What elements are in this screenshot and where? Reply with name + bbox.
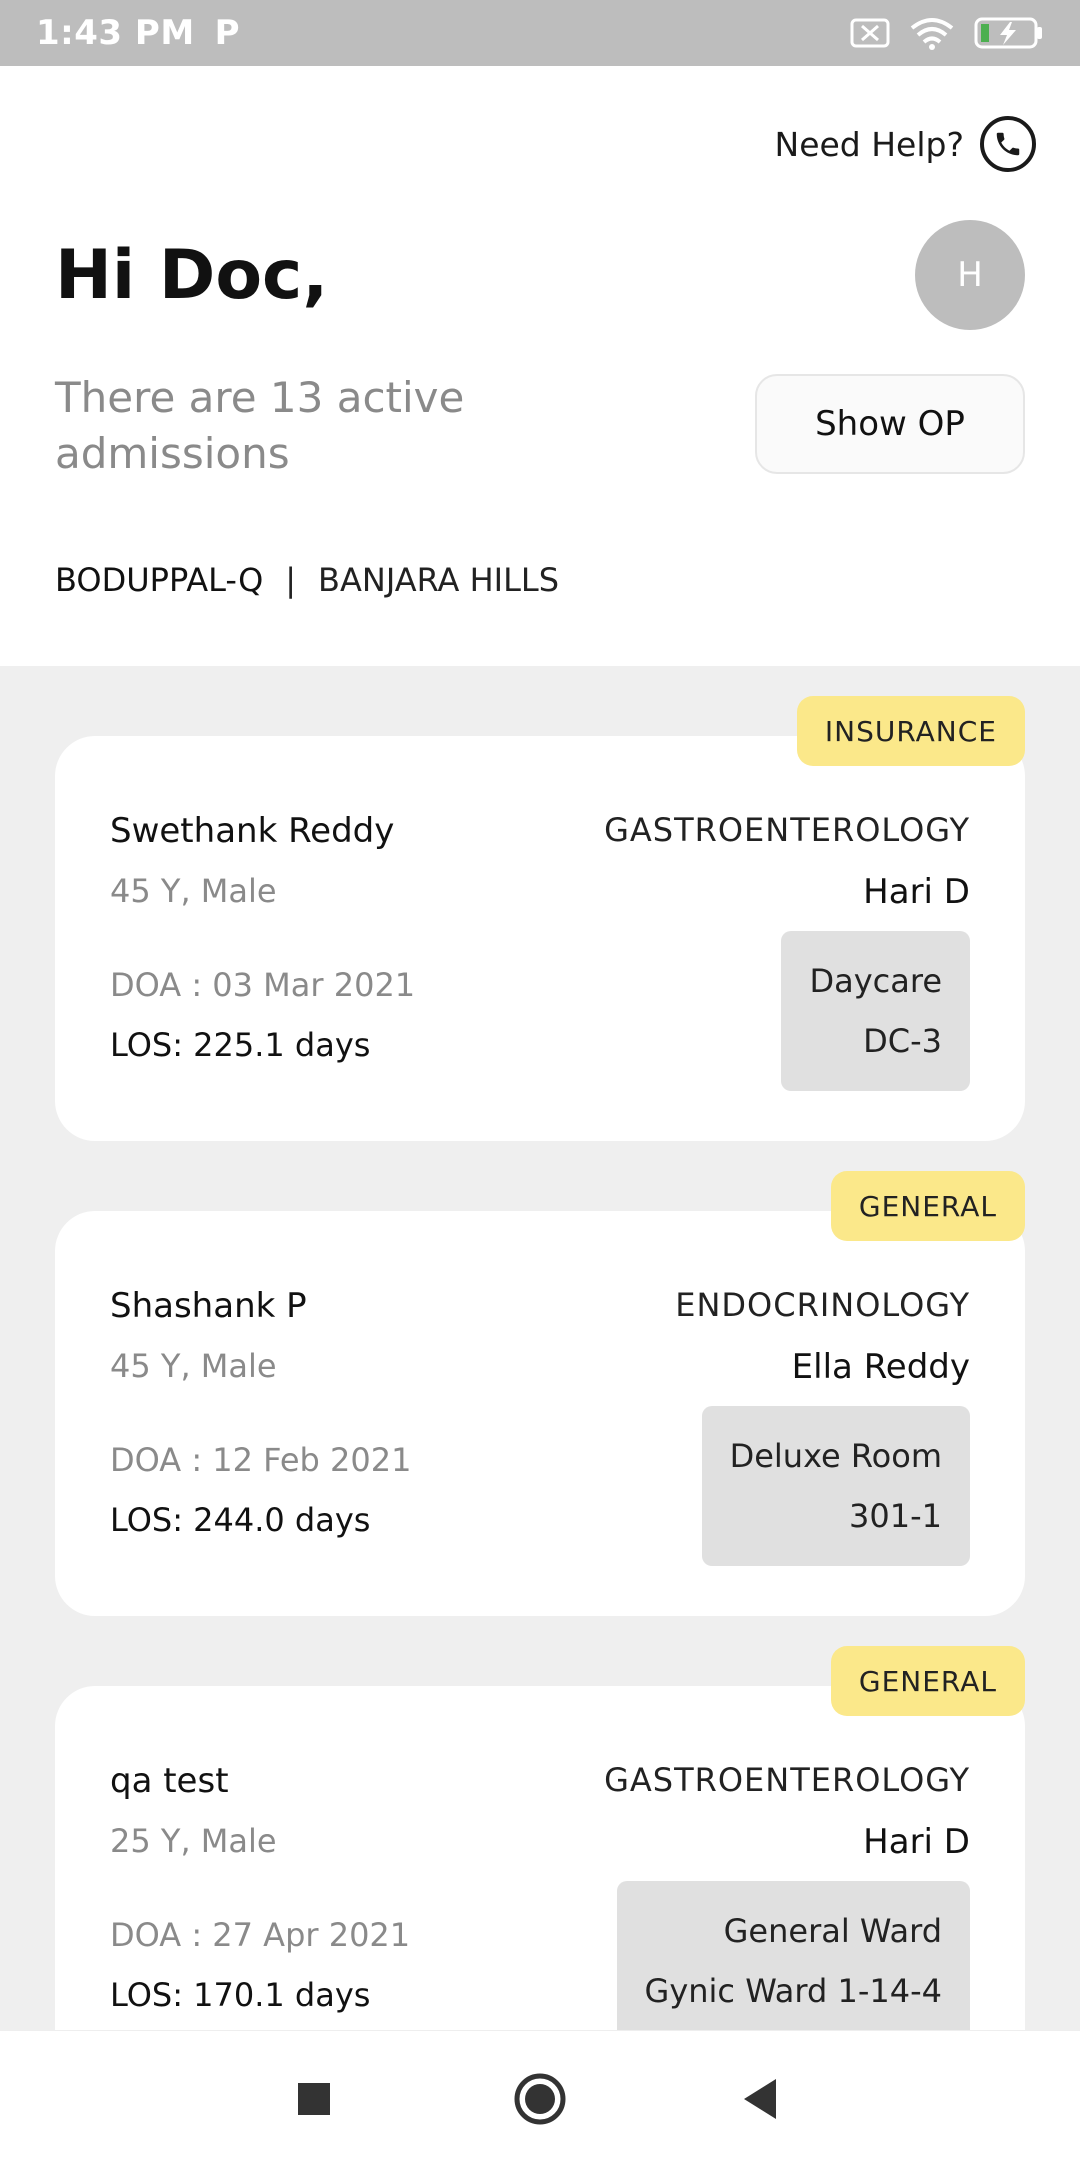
patient-age-gender: 25 Y, Male (110, 1822, 277, 1860)
admissions-list[interactable]: Swethank Reddy 45 Y, Male GASTROENTEROLO… (0, 666, 1080, 2030)
status-time: 1:43 PM (36, 13, 195, 53)
admission-card-wrapper: Swethank Reddy 45 Y, Male GASTROENTEROLO… (55, 696, 1025, 1146)
length-of-stay: LOS: 244.0 days (110, 1501, 371, 1539)
location-tab-banjara-hills[interactable]: BANJARA HILLS (318, 561, 560, 599)
sim-off-icon (850, 18, 890, 48)
patient-age-gender: 45 Y, Male (110, 872, 277, 910)
recents-button[interactable] (296, 2081, 332, 2117)
home-button[interactable] (512, 2071, 568, 2127)
admission-card[interactable]: Swethank Reddy 45 Y, Male GASTROENTEROLO… (55, 736, 1025, 1141)
phone-icon[interactable] (980, 116, 1036, 172)
need-help-label: Need Help? (774, 124, 964, 164)
patient-name: Swethank Reddy (110, 811, 395, 851)
room-info: General Ward Gynic Ward 1-14-4 (616, 1881, 970, 2030)
room-type: Deluxe Room (729, 1437, 942, 1475)
department: GASTROENTEROLOGY (604, 811, 970, 849)
admission-card-wrapper: Shashank P 45 Y, Male ENDOCRINOLOGY Ella… (55, 1171, 1025, 1621)
length-of-stay: LOS: 170.1 days (110, 1976, 371, 2014)
header: Need Help? Hi Doc, H There are 13 active… (0, 66, 1080, 666)
status-icons (850, 16, 1044, 50)
active-admissions-text: There are 13 active admissions (55, 373, 465, 478)
location-tabs: BODUPPAL-Q | BANJARA HILLS (55, 561, 559, 599)
status-bar: 1:43 PM P (0, 0, 1080, 66)
length-of-stay: LOS: 225.1 days (110, 1026, 371, 1064)
department: GASTROENTEROLOGY (604, 1761, 970, 1799)
doctor-name: Hari D (863, 1822, 970, 1862)
square-icon (298, 2083, 330, 2115)
payer-badge: GENERAL (830, 1171, 1025, 1241)
department: ENDOCRINOLOGY (675, 1286, 970, 1324)
admission-card-wrapper: qa test 25 Y, Male GASTROENTEROLOGY Hari… (55, 1646, 1025, 2030)
date-of-admission: DOA : 03 Mar 2021 (110, 966, 416, 1004)
payer-badge: INSURANCE (796, 696, 1025, 766)
home-circle-icon (514, 2073, 566, 2125)
patient-name: qa test (110, 1761, 229, 1801)
patient-age-gender: 45 Y, Male (110, 1347, 277, 1385)
date-of-admission: DOA : 12 Feb 2021 (110, 1441, 412, 1479)
date-of-admission: DOA : 27 Apr 2021 (110, 1916, 411, 1954)
room-number: Gynic Ward 1-14-4 (644, 1972, 942, 2010)
doctor-name: Ella Reddy (791, 1347, 970, 1387)
room-type: Daycare (809, 962, 942, 1000)
parking-app-icon: P (214, 13, 240, 53)
payer-badge: GENERAL (830, 1646, 1025, 1716)
room-number: 301-1 (849, 1497, 942, 1535)
location-separator: | (285, 561, 297, 599)
patient-name: Shashank P (110, 1286, 307, 1326)
doctor-name: Hari D (863, 872, 970, 912)
show-op-button[interactable]: Show OP (755, 374, 1025, 474)
back-triangle-icon (744, 2079, 776, 2119)
avatar[interactable]: H (915, 220, 1025, 330)
room-number: DC-3 (863, 1022, 942, 1060)
greeting-title: Hi Doc, (55, 236, 329, 315)
room-info: Deluxe Room 301-1 (701, 1406, 970, 1566)
wifi-icon (910, 16, 954, 50)
back-button[interactable] (740, 2077, 780, 2121)
location-tab-boduppal[interactable]: BODUPPAL-Q (55, 561, 264, 599)
room-type: General Ward (723, 1912, 942, 1950)
admission-card[interactable]: Shashank P 45 Y, Male ENDOCRINOLOGY Ella… (55, 1211, 1025, 1616)
admission-card[interactable]: qa test 25 Y, Male GASTROENTEROLOGY Hari… (55, 1686, 1025, 2030)
system-nav-bar (0, 2030, 1080, 2160)
room-info: Daycare DC-3 (781, 931, 970, 1091)
need-help-link[interactable]: Need Help? (775, 116, 1036, 172)
battery-charging-icon (974, 16, 1044, 50)
